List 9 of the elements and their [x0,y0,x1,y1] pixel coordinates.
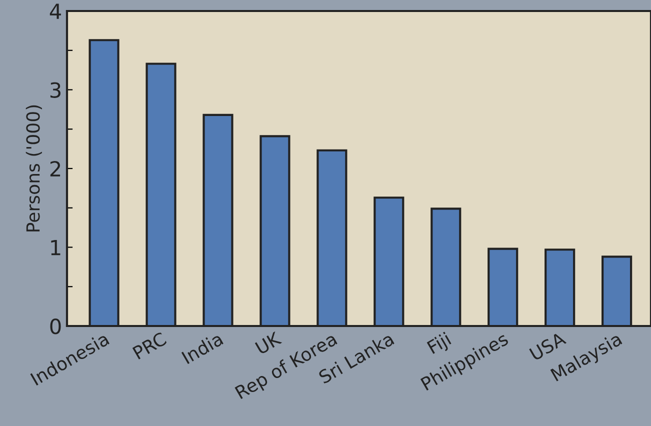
x-tick-label: PRC [132,332,168,360]
y-axis-title: Persons ('000) [26,105,42,232]
x-tick-label: UK [254,331,282,355]
y-tick-label: 1 [51,240,60,256]
y-tick-label: 2 [50,160,60,176]
x-tick-label: India [181,332,224,364]
y-tick-label: 4 [50,4,61,19]
y-tick-label: 3 [50,82,60,98]
y-tick-label: 0 [50,318,61,334]
